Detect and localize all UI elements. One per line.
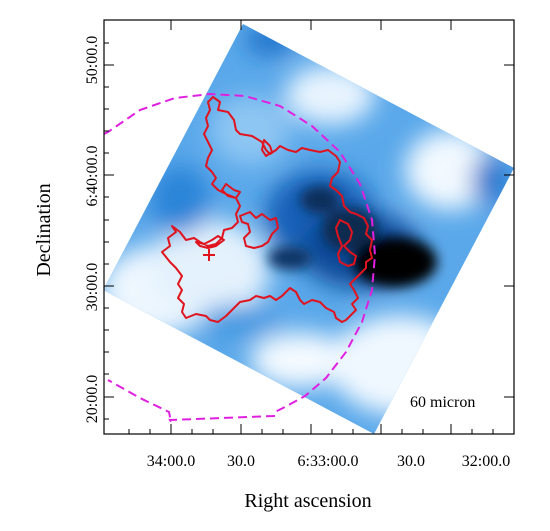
plot-frame [103,19,515,435]
x-tick-label: 6:33:00.0 [298,453,359,470]
x-tick-label: 32:00.0 [462,453,510,470]
y-tick-label: 20:00.0 [84,375,101,423]
y-axis-title: Declination [33,183,55,276]
source-marker [203,249,215,261]
y-tick-label: 30:00.0 [84,263,101,311]
axis-ticks [104,20,514,434]
emission-contour [161,96,373,323]
intensity-map [104,24,514,434]
y-tick-label: 50:00.0 [84,36,101,84]
x-tick-label: 30.0 [397,453,425,470]
survey-boundary [104,92,377,423]
x-tick-label: 34:00.0 [147,453,195,470]
band-label: 60 micron [410,394,475,411]
x-axis-title: Right ascension [244,490,371,512]
x-tick-label: 30.0 [227,453,255,470]
y-tick-label: 6:40:00.0 [84,146,101,207]
